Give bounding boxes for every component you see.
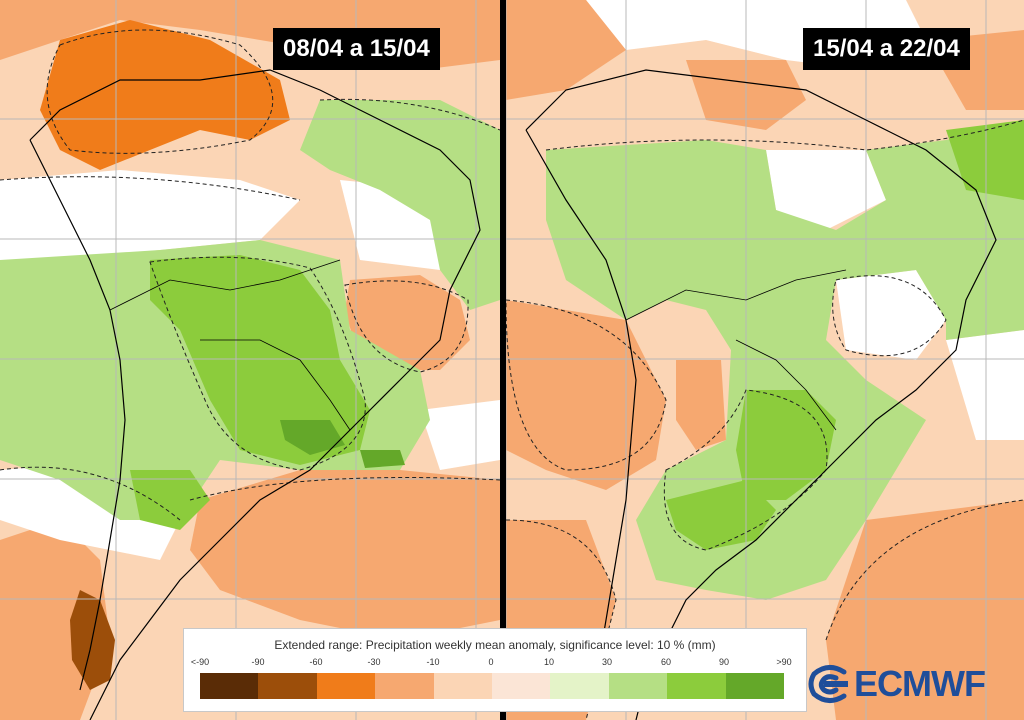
anomaly-region [190,470,500,640]
ecmwf-logo-icon [808,665,848,703]
anomaly-region [130,470,210,530]
anomaly-region [946,330,1024,440]
panel-divider [500,0,506,720]
legend-swatch [375,673,434,699]
legend-tick: <-90 [190,657,210,667]
legend-title: Extended range: Precipitation weekly mea… [274,638,716,652]
anomaly-region [836,270,946,360]
anomaly-region [0,170,300,260]
anomaly-region [676,360,726,450]
legend-tick: >90 [776,657,792,667]
legend-tick: -90 [251,657,265,667]
anomaly-region [40,20,290,170]
anomaly-region [946,120,1024,200]
anomaly-region [546,120,1024,600]
precipitation-anomaly-map-right [506,0,1024,720]
color-legend: Extended range: Precipitation weekly mea… [183,628,807,712]
map-panel-right [506,0,1024,720]
ecmwf-logo: ECMWF [806,658,1004,710]
anomaly-region [150,255,370,465]
coastline [29,69,481,720]
legend-tick: -60 [309,657,323,667]
legend-tick: 0 [488,657,494,667]
precipitation-anomaly-map-left [0,0,500,720]
legend-tick: 90 [718,657,730,667]
anomaly-region [826,500,1024,720]
legend-swatch [725,673,785,699]
legend-tick: 60 [660,657,672,667]
legend-color-bar [200,673,785,699]
period-label-left: 08/04 a 15/04 [273,28,440,70]
anomaly-region [280,420,345,455]
legend-tick: -30 [367,657,381,667]
significance-contours [0,29,500,521]
period-label-right: 15/04 a 22/04 [803,28,970,70]
legend-swatch [316,673,376,699]
legend-swatch [550,673,609,699]
anomaly-region [420,400,500,470]
anomaly-region [666,480,776,550]
anomaly-region [766,150,886,230]
map-grid [0,0,500,720]
legend-swatch [667,673,726,699]
legend-swatch [492,673,551,699]
anomaly-region [506,0,626,100]
legend-swatch [200,673,259,699]
legend-swatch [258,673,317,699]
legend-tick: 30 [601,657,613,667]
ecmwf-logo-text: ECMWF [854,663,986,704]
anomaly-region [736,390,836,500]
legend-tick: -10 [426,657,440,667]
map-panel-left [0,0,500,720]
anomaly-region [360,450,405,468]
legend-swatch [433,673,493,699]
legend-tick: 10 [543,657,555,667]
coastline [525,69,997,720]
legend-ticks: <-90 -90 -60 -30 -10 0 10 30 60 90 >90 [184,657,806,671]
legend-swatch [608,673,668,699]
anomaly-region [300,100,500,310]
